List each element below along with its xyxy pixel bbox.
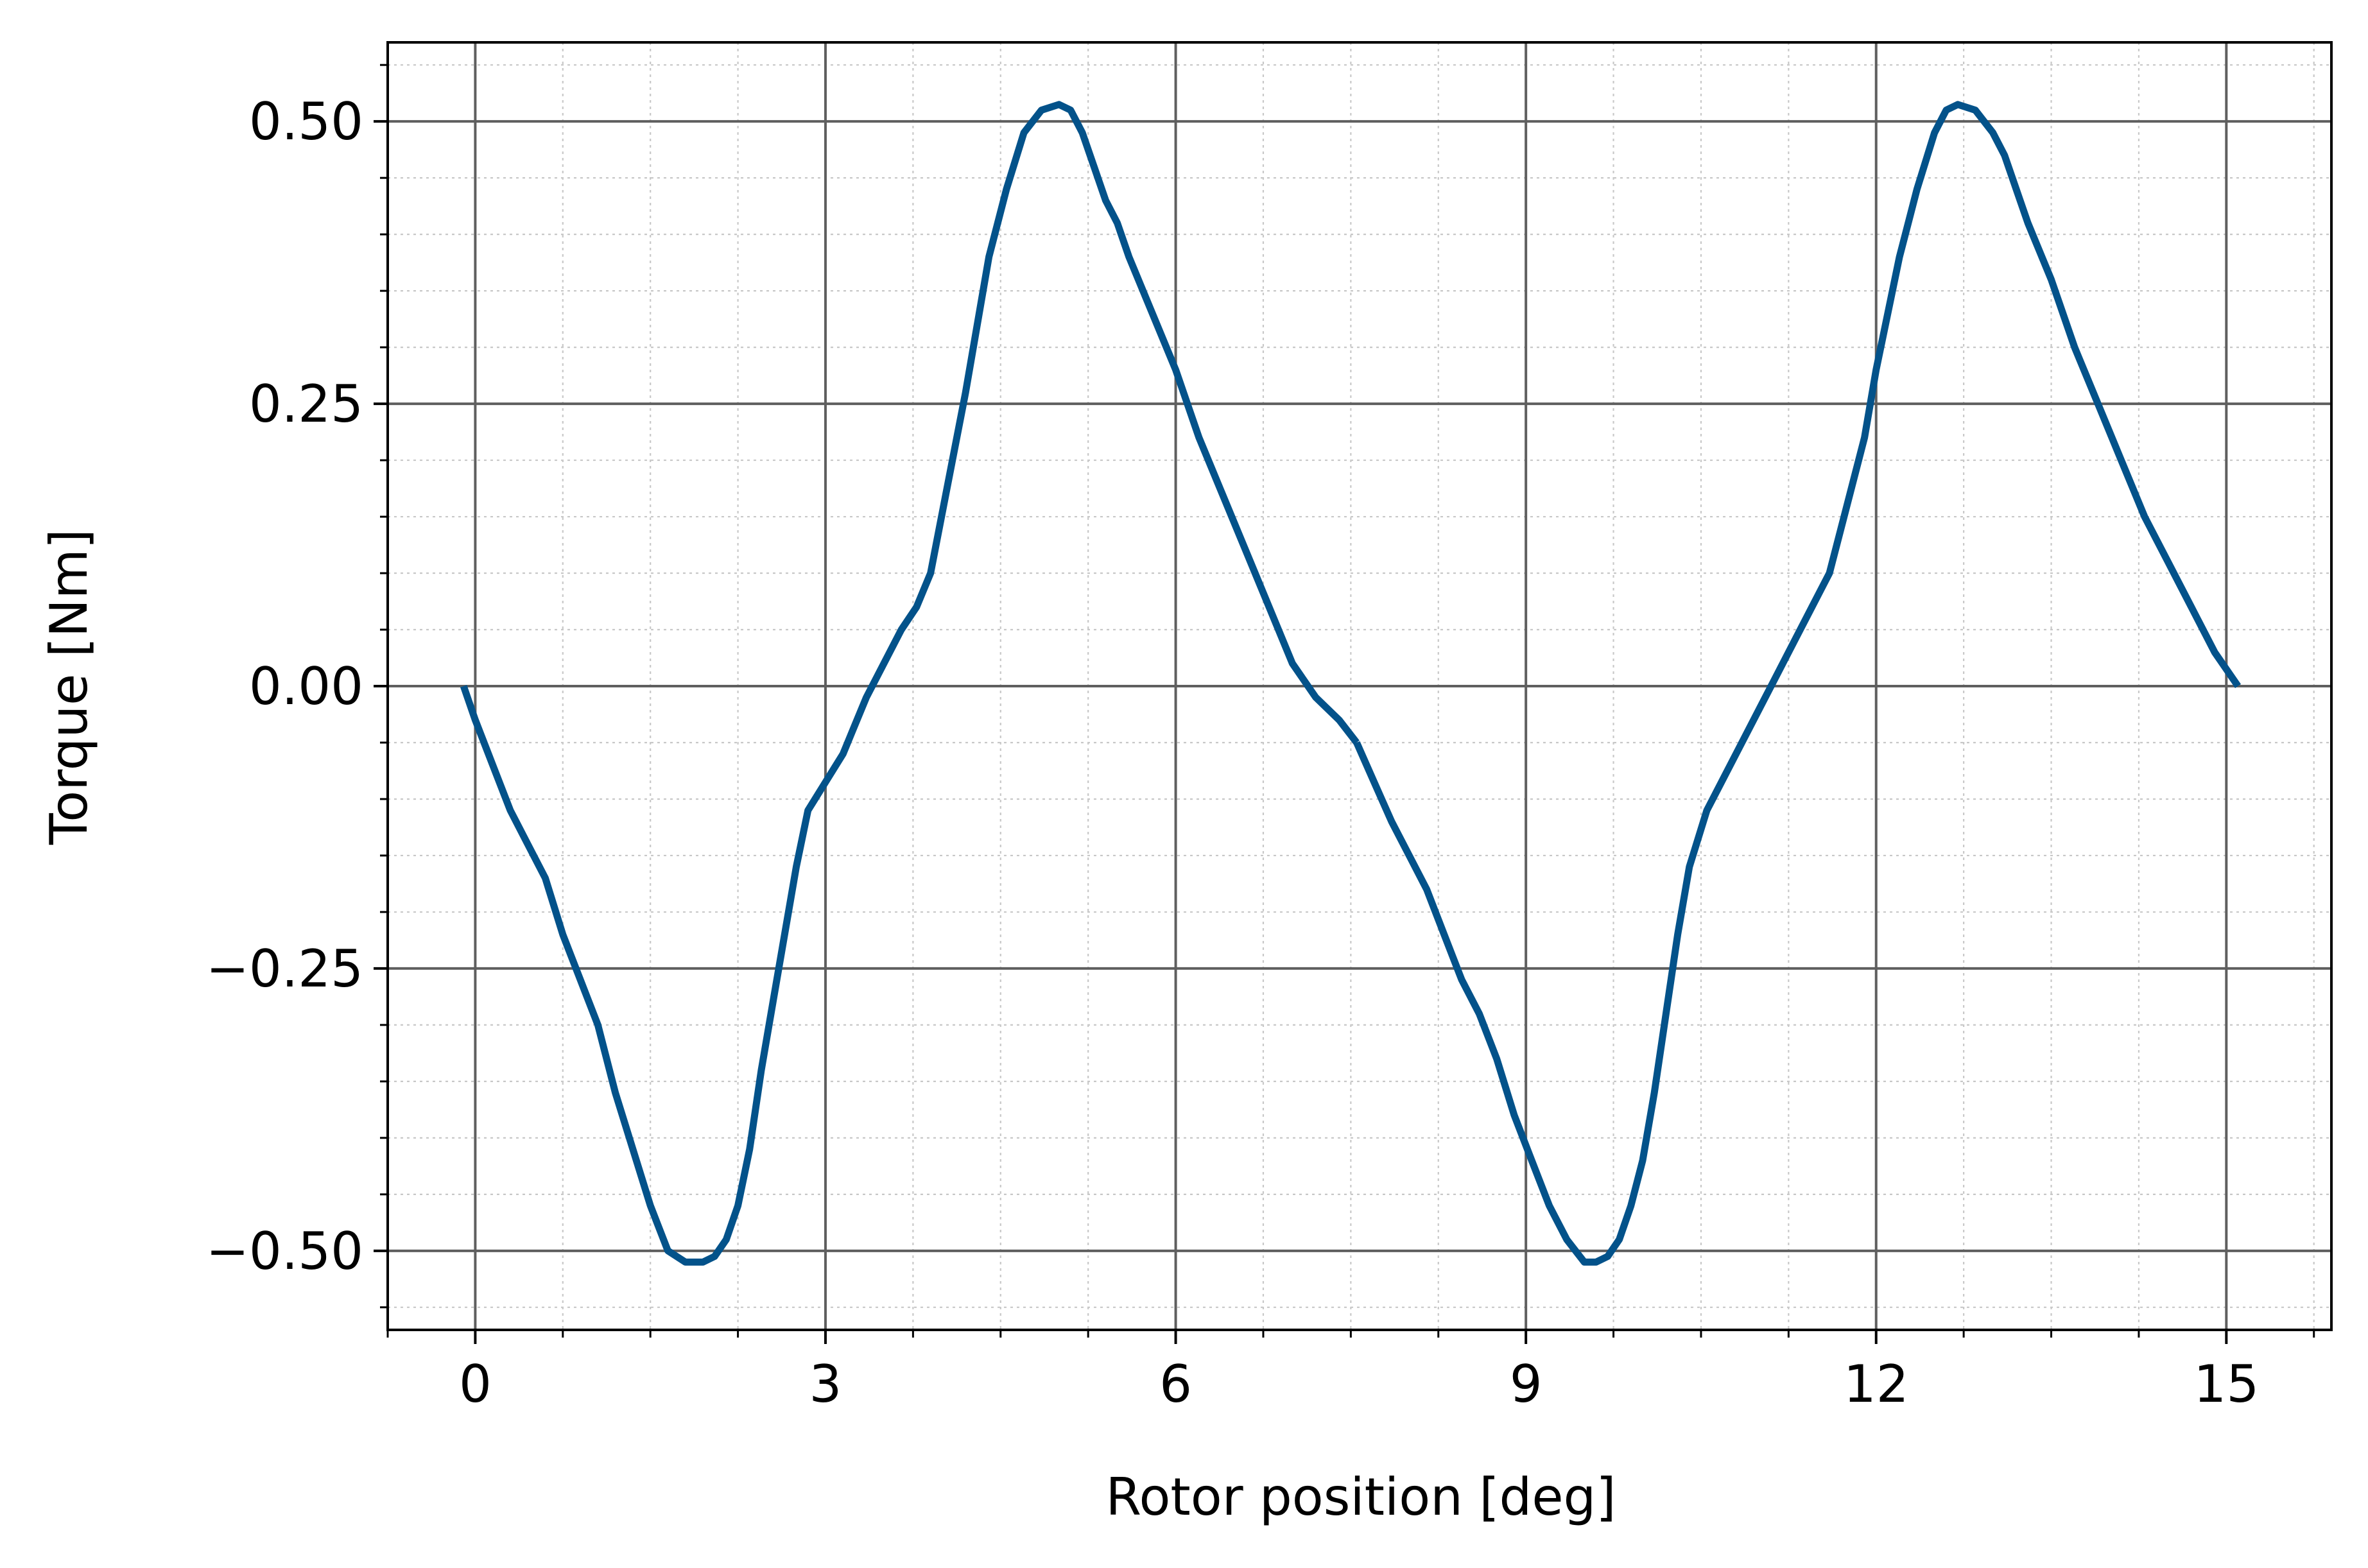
x-axis-tick-labels: 0 3 6 9 12 15 <box>459 1354 2259 1414</box>
y-tick-label: −0.25 <box>206 939 363 999</box>
y-tick-label: 0.50 <box>249 92 363 151</box>
x-tick-label: 6 <box>1159 1354 1192 1414</box>
series-layer <box>460 101 2242 1266</box>
y-axis-ticks <box>374 64 388 1309</box>
y-tick-label: 0.00 <box>249 657 363 716</box>
torque-series-line <box>460 101 1360 1266</box>
y-axis-tick-labels: −0.50 −0.25 0.00 0.25 0.50 <box>206 92 363 1281</box>
x-tick-label: 3 <box>809 1354 842 1414</box>
x-tick-label: 9 <box>1510 1354 1543 1414</box>
x-tick-label: 15 <box>2193 1354 2259 1414</box>
major-grid <box>388 42 2331 1330</box>
x-axis-label: Rotor position [deg] <box>1105 1467 1616 1527</box>
y-tick-label: 0.25 <box>249 374 363 434</box>
x-tick-label: 0 <box>459 1354 492 1414</box>
y-tick-label: −0.50 <box>206 1221 363 1281</box>
torque-series-line <box>1353 101 2242 1266</box>
x-tick-label: 12 <box>1844 1354 1909 1414</box>
x-axis-ticks <box>386 1330 2315 1344</box>
y-axis-label: Torque [Nm] <box>39 529 99 845</box>
